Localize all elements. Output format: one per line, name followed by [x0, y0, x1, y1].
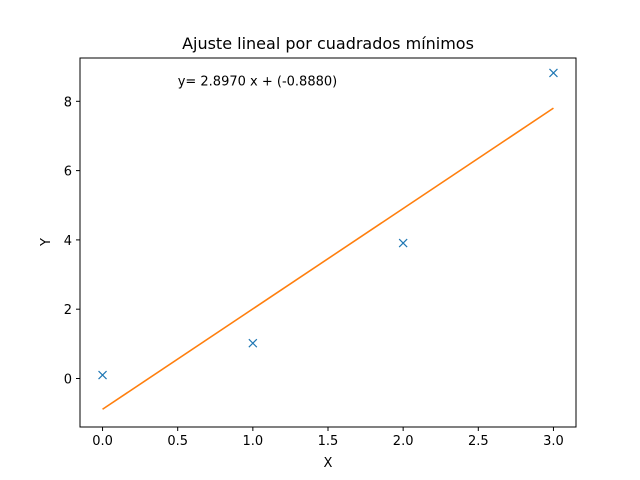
x-axis-label: X [324, 456, 333, 471]
fit-equation-annotation: y= 2.8970 x + (-0.8880) [178, 75, 338, 90]
x-axis: 0.0 0.5 1.0 1.5 2.0 2.5 3.0 [92, 427, 564, 449]
fit-line [102, 107, 554, 410]
y-tick-label: 8 [64, 95, 72, 110]
plot-area [98, 68, 558, 410]
x-tick-label: 3.0 [543, 434, 564, 449]
y-tick-label: 6 [64, 165, 72, 180]
chart-title: Ajuste lineal por cuadrados mínimos [182, 34, 474, 53]
x-tick-label: 2.0 [393, 434, 414, 449]
y-axis-label: Y [39, 238, 54, 247]
y-tick-label: 0 [64, 372, 72, 387]
data-point [98, 370, 107, 380]
plot-frame [79, 57, 577, 428]
data-point [398, 238, 408, 248]
data-point [549, 68, 558, 78]
x-tick-label: 2.5 [468, 434, 489, 449]
y-axis: 0 2 4 6 8 [64, 95, 80, 387]
data-point [248, 338, 258, 348]
x-tick-label: 1.0 [243, 434, 264, 449]
x-tick-label: 0.0 [92, 434, 113, 449]
x-tick-label: 0.5 [167, 434, 188, 449]
x-tick-label: 1.5 [318, 434, 339, 449]
y-tick-label: 4 [64, 234, 72, 249]
y-tick-label: 2 [64, 303, 72, 318]
